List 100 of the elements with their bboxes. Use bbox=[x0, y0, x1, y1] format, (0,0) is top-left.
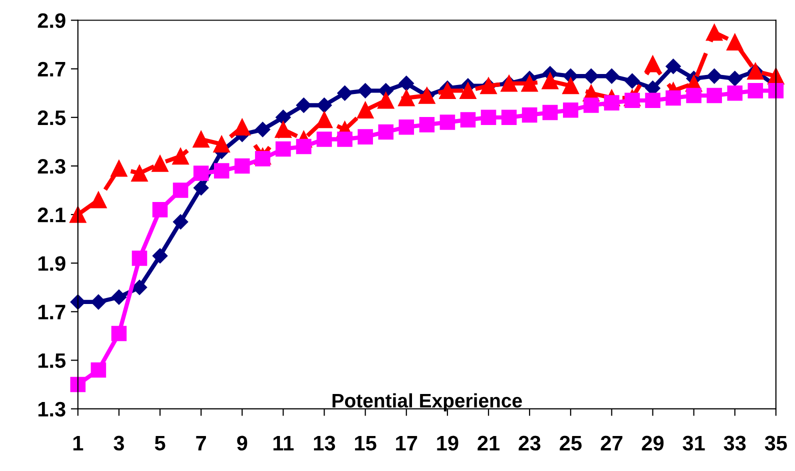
point bbox=[645, 92, 660, 108]
y-tick-label: 2.7 bbox=[38, 62, 66, 76]
point bbox=[460, 112, 476, 128]
point bbox=[316, 111, 333, 128]
point bbox=[358, 129, 373, 144]
point bbox=[706, 68, 722, 84]
point bbox=[624, 73, 640, 89]
point bbox=[398, 76, 414, 91]
point bbox=[255, 151, 270, 166]
x-tick-label: 5 bbox=[154, 436, 166, 451]
point bbox=[727, 85, 742, 101]
point bbox=[276, 141, 291, 157]
point bbox=[152, 155, 168, 172]
point bbox=[706, 88, 722, 104]
y-tick-label: 1.7 bbox=[38, 304, 66, 320]
x-tick-label: 31 bbox=[682, 436, 705, 451]
point bbox=[542, 104, 558, 120]
x-tick-label: 15 bbox=[355, 436, 376, 451]
x-tick-label: 25 bbox=[560, 436, 582, 451]
point bbox=[111, 290, 127, 305]
point bbox=[644, 56, 662, 72]
point bbox=[213, 136, 230, 152]
y-tick-label: 1.3 bbox=[38, 402, 66, 417]
point bbox=[70, 376, 86, 392]
x-tick-label: 19 bbox=[437, 436, 458, 451]
point bbox=[562, 77, 579, 94]
point bbox=[378, 124, 394, 140]
point bbox=[356, 102, 374, 118]
point bbox=[337, 132, 352, 147]
point bbox=[521, 75, 538, 92]
x-tick-label: 23 bbox=[518, 436, 540, 451]
point bbox=[337, 86, 352, 101]
point bbox=[584, 98, 599, 113]
x-tick-label: 17 bbox=[396, 436, 418, 450]
point bbox=[419, 117, 435, 132]
point bbox=[255, 122, 270, 138]
point bbox=[727, 70, 742, 86]
point bbox=[132, 250, 148, 266]
point bbox=[584, 68, 599, 84]
point bbox=[172, 148, 189, 165]
point bbox=[234, 158, 250, 174]
point bbox=[90, 192, 107, 208]
point bbox=[439, 82, 456, 100]
y-tick-label: 2.9 bbox=[38, 13, 66, 28]
point bbox=[194, 180, 209, 196]
x-tick-label: 21 bbox=[478, 436, 500, 450]
point bbox=[666, 90, 681, 106]
point bbox=[706, 24, 723, 41]
point bbox=[276, 110, 291, 125]
point bbox=[604, 95, 620, 110]
point bbox=[768, 83, 784, 98]
point bbox=[192, 130, 210, 148]
point bbox=[172, 182, 188, 198]
point bbox=[358, 83, 373, 98]
point bbox=[604, 68, 620, 84]
point bbox=[131, 164, 148, 182]
x-tick-label: 3 bbox=[114, 436, 124, 451]
point bbox=[440, 114, 456, 130]
point bbox=[480, 110, 496, 126]
point bbox=[234, 118, 250, 136]
point bbox=[111, 326, 127, 342]
y-tick-label: 2.1 bbox=[38, 208, 66, 222]
point bbox=[193, 166, 209, 181]
point bbox=[90, 294, 106, 310]
point bbox=[296, 138, 312, 154]
y-tick-label: 1.5 bbox=[38, 353, 66, 368]
y-tick-label: 2.3 bbox=[38, 158, 66, 174]
point bbox=[398, 119, 414, 135]
point bbox=[274, 121, 292, 138]
x-tick-label: 7 bbox=[196, 436, 206, 450]
point bbox=[686, 88, 702, 104]
point bbox=[152, 202, 168, 218]
point bbox=[172, 214, 188, 230]
y-tick-label: 2.5 bbox=[38, 110, 66, 126]
point bbox=[132, 280, 148, 295]
point bbox=[214, 163, 230, 178]
point bbox=[522, 107, 538, 123]
y-tick-label: 1.9 bbox=[38, 256, 66, 271]
x-axis-title: Potential Experience bbox=[332, 393, 522, 412]
x-tick-label: 9 bbox=[237, 436, 248, 451]
x-tick-label: 33 bbox=[724, 436, 746, 451]
point bbox=[624, 92, 640, 108]
x-tick-label: 13 bbox=[314, 436, 336, 451]
point bbox=[460, 82, 476, 100]
point bbox=[152, 248, 168, 264]
point bbox=[90, 362, 106, 378]
point bbox=[542, 72, 558, 90]
point bbox=[748, 83, 764, 98]
point bbox=[562, 102, 578, 118]
point bbox=[501, 110, 517, 126]
x-tick-label: 1 bbox=[73, 436, 84, 450]
point bbox=[316, 132, 332, 147]
point bbox=[666, 58, 681, 74]
point bbox=[378, 92, 394, 109]
point bbox=[110, 160, 128, 177]
x-tick-label: 11 bbox=[274, 436, 294, 450]
x-tick-label: 35 bbox=[764, 436, 787, 451]
point bbox=[398, 90, 415, 106]
point bbox=[726, 34, 744, 50]
point bbox=[70, 206, 86, 223]
